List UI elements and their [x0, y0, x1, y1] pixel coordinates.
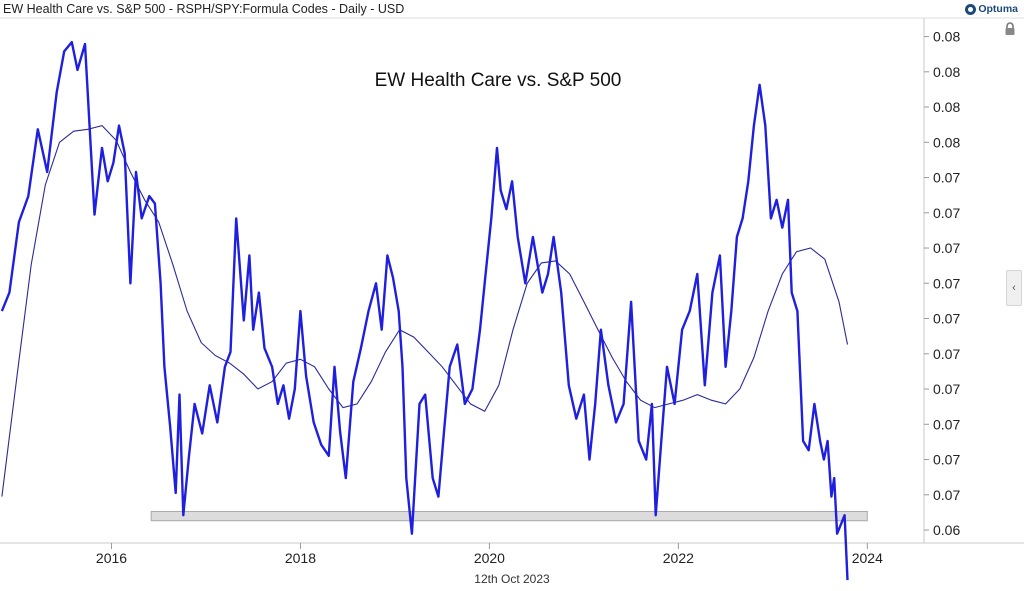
chart-date: 12th Oct 2023 — [474, 572, 550, 586]
x-axis: 2016 2018 2020 2022 2024 — [96, 543, 883, 566]
lock-icon[interactable] — [1004, 22, 1016, 36]
x-tick-label: 2020 — [474, 550, 505, 566]
y-axis: 0.08 0.08 0.08 0.08 0.07 0.07 0.07 0.07 0.07 0.07… — [924, 29, 960, 538]
y-tick-label: 0.07 — [933, 487, 960, 503]
y-tick-label: 0.07 — [933, 346, 960, 362]
y-tick-label: 0.07 — [933, 381, 960, 397]
ratio-line — [0, 40, 849, 581]
x-tick-label: 2024 — [852, 550, 883, 566]
y-tick-label: 0.08 — [933, 99, 960, 115]
optuma-logo-text: Optuma — [978, 3, 1018, 15]
y-tick-label: 0.07 — [933, 275, 960, 291]
y-tick-label: 0.07 — [933, 240, 960, 256]
x-tick-label: 2022 — [663, 550, 694, 566]
y-tick-label: 0.07 — [933, 452, 960, 468]
y-tick-label: 0.07 — [933, 170, 960, 186]
y-tick-label: 0.07 — [933, 311, 960, 327]
support-zone — [150, 510, 868, 522]
chart-title: EW Health Care vs. S&P 500 — [375, 70, 622, 91]
y-tick-label: 0.08 — [933, 29, 960, 45]
x-tick-label: 2016 — [96, 550, 127, 566]
y-tick-label: 0.07 — [933, 416, 960, 432]
collapse-panel-icon[interactable]: ‹ — [1006, 270, 1022, 306]
y-tick-label: 0.08 — [933, 64, 960, 80]
chart-header-title: EW Health Care vs. S&P 500 - RSPH/SPY:Fo… — [3, 2, 405, 16]
y-tick-label: 0.07 — [933, 205, 960, 221]
optuma-logo: Optuma — [965, 3, 1018, 15]
optuma-logo-icon — [965, 3, 977, 15]
x-tick-label: 2018 — [285, 550, 316, 566]
y-tick-label: 0.06 — [933, 522, 960, 538]
y-tick-label: 0.08 — [933, 134, 960, 150]
moving-average-line — [1, 124, 849, 497]
